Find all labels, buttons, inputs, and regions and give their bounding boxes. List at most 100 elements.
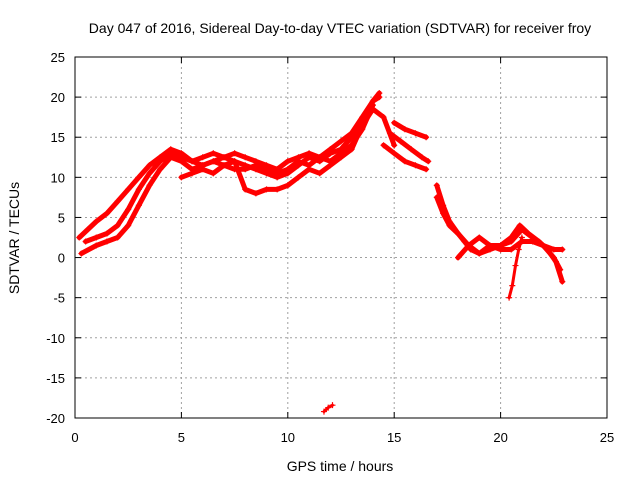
data-point-marker	[125, 186, 132, 193]
x-tick-label: 15	[387, 430, 401, 445]
data-point-marker	[146, 162, 153, 169]
data-point-marker	[210, 158, 217, 165]
data-point-marker	[316, 170, 323, 177]
y-tick-label: -5	[53, 291, 65, 306]
data-point-marker	[380, 142, 387, 149]
data-point-marker	[189, 158, 196, 165]
data-point-marker	[401, 126, 408, 133]
data-point-marker	[178, 158, 185, 165]
data-point-marker	[440, 210, 447, 217]
data-point-marker	[93, 242, 100, 249]
y-tick-label: 15	[51, 130, 65, 145]
data-point-marker	[125, 206, 132, 213]
data-point-marker	[559, 278, 566, 285]
data-point-marker	[242, 154, 249, 161]
data-point-marker	[348, 146, 355, 153]
data-point-marker	[559, 246, 566, 253]
series-track-7	[391, 120, 429, 140]
x-tick-label: 20	[493, 430, 507, 445]
data-point-marker	[274, 186, 281, 193]
data-point-marker	[369, 106, 376, 113]
data-point-marker	[242, 166, 249, 173]
data-point-marker	[199, 166, 206, 173]
data-point-marker	[348, 134, 355, 141]
data-point-marker	[433, 194, 440, 201]
data-point-marker	[423, 134, 430, 141]
data-point-marker	[167, 154, 174, 161]
data-point-marker	[306, 166, 313, 173]
data-point-marker	[508, 246, 515, 253]
y-tick-label: 25	[51, 50, 65, 65]
data-point-marker	[455, 230, 462, 237]
data-point-marker	[446, 222, 453, 229]
data-point-marker	[359, 122, 366, 129]
data-point-marker	[284, 158, 291, 165]
data-point-marker	[125, 222, 132, 229]
y-tick-label: -15	[46, 371, 65, 386]
data-point-marker	[391, 119, 398, 126]
data-point-marker	[114, 198, 121, 205]
data-point-marker	[329, 402, 336, 409]
data-point-marker	[338, 154, 344, 161]
series-track-1	[76, 90, 382, 240]
data-point-marker	[476, 250, 483, 257]
data-point-marker	[78, 250, 85, 257]
y-tick-label: 10	[51, 170, 65, 185]
data-point-marker	[401, 158, 408, 165]
data-point-marker	[103, 210, 110, 217]
data-point-marker	[465, 242, 472, 249]
data-point-marker	[93, 218, 100, 225]
data-point-marker	[497, 246, 504, 253]
data-point-marker	[516, 222, 523, 229]
data-point-marker	[263, 166, 270, 173]
data-point-marker	[210, 150, 217, 157]
data-point-marker	[327, 150, 334, 157]
tick-labels: 0 5 10 15 20 25 -20 -15 -10 -5 0 5 10 15 20 25	[46, 50, 614, 445]
series-track-9	[434, 194, 565, 285]
y-tick-label: 5	[58, 210, 65, 225]
data-point-marker	[316, 154, 323, 161]
data-point-marker	[189, 170, 196, 177]
data-point-marker	[295, 174, 302, 181]
data-point-marker	[220, 162, 227, 169]
data-point-marker	[540, 242, 547, 249]
data-point-marker	[508, 234, 515, 241]
data-series	[76, 90, 566, 415]
data-point-marker	[550, 246, 557, 253]
data-point-marker	[391, 150, 398, 157]
data-point-marker	[408, 146, 415, 153]
grid-lines	[74, 56, 608, 419]
data-point-marker	[231, 158, 238, 165]
data-point-marker	[529, 238, 536, 245]
data-point-marker	[380, 114, 387, 121]
data-point-marker	[114, 234, 121, 241]
data-point-marker	[327, 162, 334, 169]
data-point-marker	[376, 94, 383, 101]
data-point-marker	[412, 162, 419, 169]
data-point-marker	[135, 174, 142, 181]
data-point-marker	[486, 242, 493, 249]
data-point-marker	[84, 226, 91, 233]
data-point-marker	[135, 202, 142, 209]
y-tick-label: -20	[46, 411, 65, 426]
data-point-marker	[135, 186, 142, 193]
data-point-marker	[397, 138, 404, 145]
data-point-marker	[476, 234, 483, 241]
data-point-marker	[518, 234, 525, 241]
plot-frame	[74, 56, 608, 419]
x-axis-label: GPS time / hours	[287, 458, 394, 474]
data-point-marker	[295, 158, 302, 165]
y-axis-label: SDTVAR / TECUs	[6, 182, 22, 294]
data-point-marker	[220, 154, 227, 161]
data-point-marker	[157, 158, 164, 165]
data-point-marker	[263, 186, 270, 193]
data-point-marker	[252, 162, 259, 169]
chart-title: Day 047 of 2016, Sidereal Day-to-day VTE…	[89, 20, 591, 36]
data-point-marker	[93, 234, 100, 241]
data-point-marker	[76, 234, 83, 241]
data-point-marker	[274, 170, 281, 177]
x-tick-label: 10	[281, 430, 295, 445]
data-point-marker	[325, 404, 332, 411]
data-point-marker	[552, 258, 559, 265]
